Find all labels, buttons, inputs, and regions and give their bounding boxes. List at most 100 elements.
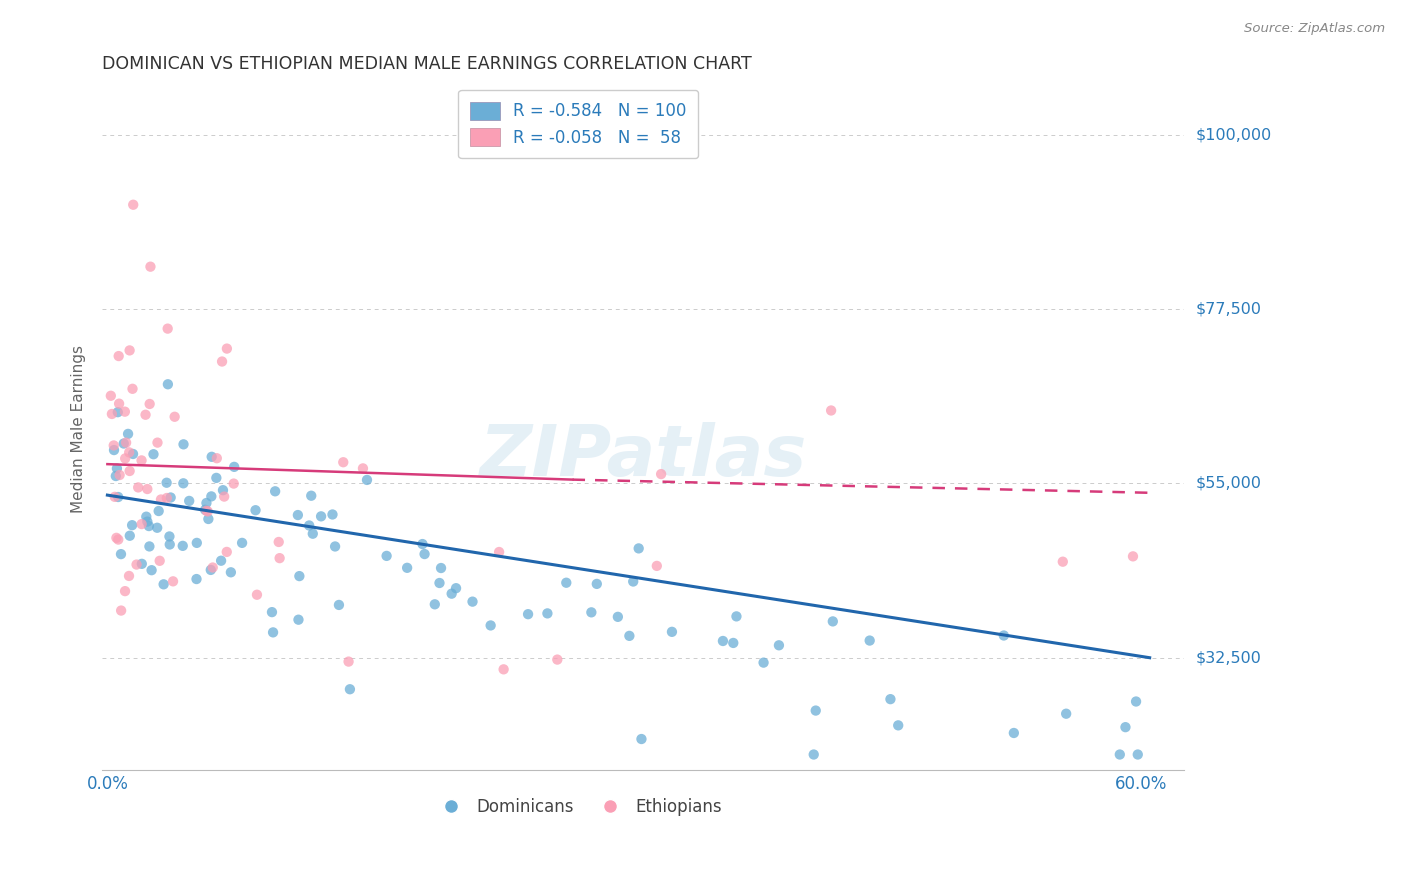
Point [104,490,127,504]
Point [108,468,131,483]
Point [661,624,683,639]
Point [396,561,419,575]
Point [725,609,748,624]
Point [301,526,323,541]
Point [299,489,322,503]
Point [146,435,169,450]
Point [352,461,374,475]
Point [156,321,179,335]
Point [200,489,222,503]
Point [136,515,159,529]
Point [585,577,607,591]
Point [118,529,141,543]
Legend: Dominicans, Ethiopians: Dominicans, Ethiopians [427,792,728,823]
Point [768,638,790,652]
Point [118,464,141,478]
Point [112,436,135,450]
Point [107,349,129,363]
Point [309,509,332,524]
Point [1114,720,1136,734]
Point [461,594,484,608]
Point [444,581,467,595]
Point [752,656,775,670]
Point [429,576,451,591]
Point [413,547,436,561]
Point [375,549,398,563]
Point [1108,747,1130,762]
Point [205,471,228,485]
Point [224,459,246,474]
Point [146,521,169,535]
Point [156,377,179,392]
Point [121,518,143,533]
Point [555,575,578,590]
Point [135,408,157,422]
Point [115,435,138,450]
Point [479,618,502,632]
Point [650,467,672,481]
Point [152,577,174,591]
Point [131,557,153,571]
Point [993,628,1015,642]
Point [246,588,269,602]
Point [136,482,159,496]
Point [630,732,652,747]
Point [606,610,628,624]
Point [156,475,179,490]
Point [332,455,354,469]
Point [122,198,145,212]
Point [104,469,127,483]
Point [201,560,224,574]
Point [105,531,128,545]
Point [127,480,149,494]
Point [1125,694,1147,708]
Point [621,574,644,589]
Point [197,504,219,518]
Point [172,476,194,491]
Point [723,636,745,650]
Point [138,519,160,533]
Point [135,509,157,524]
Point [262,625,284,640]
Point [215,342,238,356]
Point [105,461,128,475]
Point [339,682,361,697]
Point [879,692,901,706]
Point [222,476,245,491]
Point [173,437,195,451]
Point [820,403,842,417]
Point [645,558,668,573]
Point [179,494,201,508]
Point [110,603,132,617]
Point [139,260,162,274]
Point [103,438,125,452]
Point [103,443,125,458]
Y-axis label: Median Male Earnings: Median Male Earnings [72,345,86,513]
Point [411,537,433,551]
Point [159,491,181,505]
Text: Source: ZipAtlas.com: Source: ZipAtlas.com [1244,22,1385,36]
Point [821,615,844,629]
Point [887,718,910,732]
Point [107,490,129,504]
Point [131,517,153,532]
Point [287,613,309,627]
Point [323,540,346,554]
Point [328,598,350,612]
Point [149,492,172,507]
Point [110,547,132,561]
Point [107,405,129,419]
Text: DOMINICAN VS ETHIOPIAN MEDIAN MALE EARNINGS CORRELATION CHART: DOMINICAN VS ETHIOPIAN MEDIAN MALE EARNI… [103,55,752,73]
Point [711,634,734,648]
Point [260,605,283,619]
Point [517,607,540,622]
Point [264,484,287,499]
Point [114,451,136,466]
Point [212,483,235,498]
Point [100,389,122,403]
Point [114,405,136,419]
Point [288,569,311,583]
Text: $55,000: $55,000 [1195,476,1261,491]
Point [117,426,139,441]
Point [149,554,172,568]
